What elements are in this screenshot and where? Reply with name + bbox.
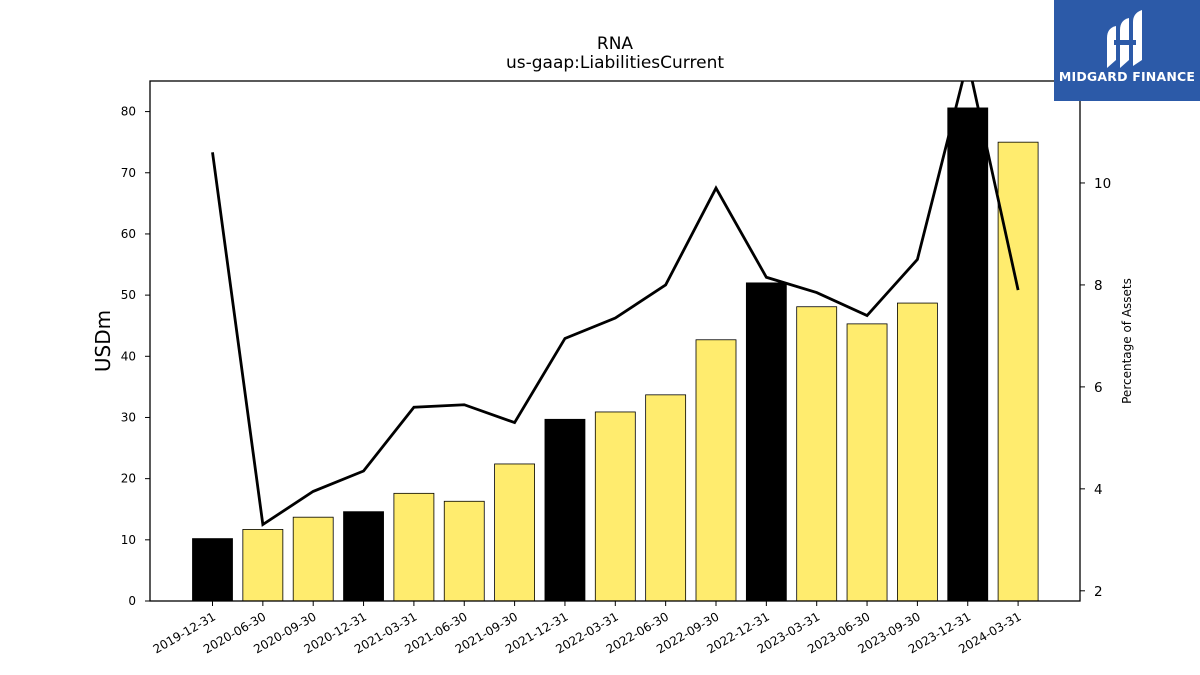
bars-group bbox=[192, 107, 1039, 602]
y2-tick-label: 6 bbox=[1094, 380, 1103, 396]
y2-axis-label: Percentage of Assets bbox=[1120, 278, 1134, 404]
y-axis-left: 0 10 20 30 40 50 60 70 80 bbox=[121, 105, 150, 608]
y-axis-right: 2 4 6 8 10 bbox=[1080, 176, 1111, 600]
bar bbox=[997, 141, 1039, 602]
y2-tick-label: 4 bbox=[1094, 482, 1103, 498]
chart-title: RNA bbox=[597, 34, 634, 54]
y-tick-label: 50 bbox=[121, 288, 136, 302]
y-axis-label: USDm bbox=[91, 310, 115, 372]
bar bbox=[947, 107, 989, 602]
line-group bbox=[211, 81, 1020, 527]
bar bbox=[292, 516, 334, 602]
bar bbox=[443, 500, 485, 602]
bar bbox=[242, 529, 284, 602]
y-tick-label: 0 bbox=[128, 594, 136, 608]
y-tick-label: 30 bbox=[121, 410, 136, 424]
bar bbox=[594, 411, 636, 602]
y2-tick-label: 2 bbox=[1094, 584, 1103, 600]
brand-name: MIDGARD FINANCE bbox=[1058, 69, 1196, 84]
bar bbox=[846, 323, 888, 602]
bar bbox=[695, 339, 737, 602]
y-tick-label: 80 bbox=[121, 105, 136, 119]
y2-tick-label: 8 bbox=[1094, 278, 1103, 294]
bar bbox=[343, 511, 384, 602]
brand-mark-icon bbox=[1107, 10, 1142, 68]
brand-logo: MIDGARD FINANCE bbox=[1054, 0, 1200, 101]
x-axis: 2019-12-312020-06-302020-09-302020-12-31… bbox=[151, 601, 1024, 656]
bar bbox=[494, 463, 536, 602]
y2-tick-label: 10 bbox=[1094, 176, 1111, 192]
bar bbox=[645, 394, 687, 602]
y-tick-label: 40 bbox=[121, 349, 136, 363]
y-tick-label: 70 bbox=[121, 166, 136, 180]
bar bbox=[192, 538, 233, 602]
bar bbox=[897, 302, 938, 602]
y-tick-label: 10 bbox=[121, 533, 136, 547]
chart-subtitle: us-gaap:LiabilitiesCurrent bbox=[506, 53, 724, 73]
y-tick-label: 20 bbox=[121, 472, 136, 486]
bar bbox=[796, 306, 838, 602]
bar bbox=[544, 418, 586, 602]
bar bbox=[393, 492, 435, 602]
bar bbox=[745, 282, 787, 602]
series-line bbox=[211, 81, 1020, 527]
y-tick-label: 60 bbox=[121, 227, 136, 241]
